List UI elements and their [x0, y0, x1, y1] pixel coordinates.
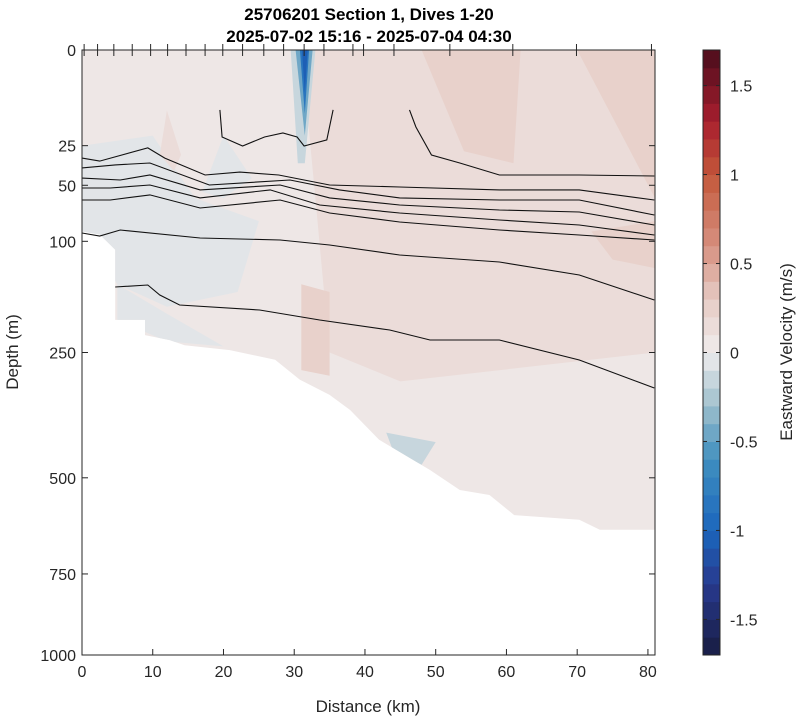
- colorbar-level: [703, 85, 720, 104]
- density-contour-line: [408, 109, 655, 177]
- colorbar-level: [703, 601, 720, 620]
- x-tick-label: 80: [639, 664, 657, 681]
- colorbar-level: [703, 566, 720, 585]
- colorbar-level: [703, 227, 720, 247]
- colorbar-tick-label: 0: [730, 346, 739, 363]
- plot-area: [81, 50, 655, 530]
- velocity-patch: [301, 50, 655, 382]
- colorbar-tick-label: 1.5: [730, 79, 752, 96]
- density-contour-line: [81, 147, 655, 201]
- x-tick-label: 50: [427, 664, 445, 681]
- colorbar-tick-label: -1: [730, 523, 744, 540]
- colorbar-level: [703, 103, 720, 122]
- velocity-patch: [202, 135, 252, 199]
- colorbar-level: [703, 548, 720, 567]
- colorbar-level: [703, 441, 720, 460]
- colorbar-level: [703, 210, 720, 229]
- y-tick-label: 100: [49, 234, 76, 251]
- chart-subtitle: 2025-07-02 15:16 - 2025-07-04 04:30: [226, 27, 511, 46]
- colorbar-tick-label: 1: [730, 168, 739, 185]
- x-tick-label: 30: [285, 664, 303, 681]
- x-tick-label: 10: [144, 664, 162, 681]
- density-contour-line: [82, 194, 655, 241]
- colorbar-level: [703, 67, 720, 87]
- x-tick-label: 60: [498, 664, 516, 681]
- colorbar-level: [703, 245, 720, 265]
- colorbar-label: Eastward Velocity (m/s): [777, 263, 796, 441]
- colorbar-level: [703, 405, 720, 425]
- colorbar-level: [703, 50, 720, 69]
- colorbar-level: [703, 494, 720, 514]
- x-axis-label: Distance (km): [316, 697, 421, 716]
- velocity-patch: [82, 135, 259, 307]
- colorbar-level: [703, 281, 720, 300]
- velocity-patches: [82, 50, 655, 465]
- velocity-patch: [301, 284, 330, 376]
- y-tick-label: 25: [58, 139, 76, 156]
- velocity-patch: [159, 110, 181, 171]
- colorbar-level: [703, 334, 720, 353]
- y-tick-label: 1000: [40, 648, 76, 665]
- colorbar-level: [703, 512, 720, 531]
- density-contour-line: [81, 229, 655, 301]
- velocity-patch: [386, 432, 436, 465]
- colorbar-level: [703, 138, 720, 158]
- colorbar-tick-label: 0.5: [730, 257, 752, 274]
- colorbar-level: [703, 370, 720, 389]
- density-contour-line: [81, 162, 655, 216]
- colorbar-level: [703, 192, 720, 211]
- density-contour-line: [115, 284, 655, 389]
- velocity-patch: [421, 50, 521, 164]
- colorbar-tick-label: -0.5: [730, 434, 758, 451]
- y-tick-label: 500: [49, 471, 76, 488]
- colorbar-level: [703, 637, 720, 656]
- x-tick-label: 40: [356, 664, 374, 681]
- colorbar-level: [703, 299, 720, 318]
- y-tick-label: 0: [67, 43, 76, 60]
- colorbar-level: [703, 121, 720, 140]
- colorbar-level: [703, 352, 720, 371]
- colorbar-level: [703, 388, 720, 407]
- axes: 0 10 20 30 40 50 60 70 80 0 25 50 100 250 500 750 1000: [40, 43, 657, 681]
- colorbar-level: [703, 263, 720, 282]
- velocity-patch: [302, 50, 308, 93]
- velocity-patch: [577, 50, 655, 199]
- x-tick-label: 70: [568, 664, 586, 681]
- colorbar-level: [703, 583, 720, 603]
- density-contour-line: [219, 109, 334, 147]
- colorbar-level: [703, 423, 720, 442]
- colorbar-tick-label: -1.5: [730, 612, 758, 629]
- y-tick-label: 50: [58, 178, 76, 195]
- colorbar-level: [703, 459, 720, 478]
- colorbar-level: [703, 530, 720, 549]
- colorbar-level: [703, 316, 720, 336]
- y-axis-label: Depth (m): [3, 314, 22, 390]
- y-tick-label: 250: [49, 346, 76, 363]
- colorbar-level: [703, 477, 720, 496]
- density-contour-line: [82, 184, 655, 236]
- chart-title: 25706201 Section 1, Dives 1-20: [244, 5, 494, 24]
- y-tick-label: 750: [49, 567, 76, 584]
- density-contour-line: [81, 174, 655, 226]
- colorbar-level: [703, 174, 720, 193]
- x-tick-label: 0: [78, 664, 87, 681]
- colorbar-level: [703, 156, 720, 176]
- x-tick-label: 20: [215, 664, 233, 681]
- colorbar: -1.5 -1 -0.5 0 0.5 1 1.5: [702, 49, 758, 656]
- colorbar-level: [703, 619, 720, 638]
